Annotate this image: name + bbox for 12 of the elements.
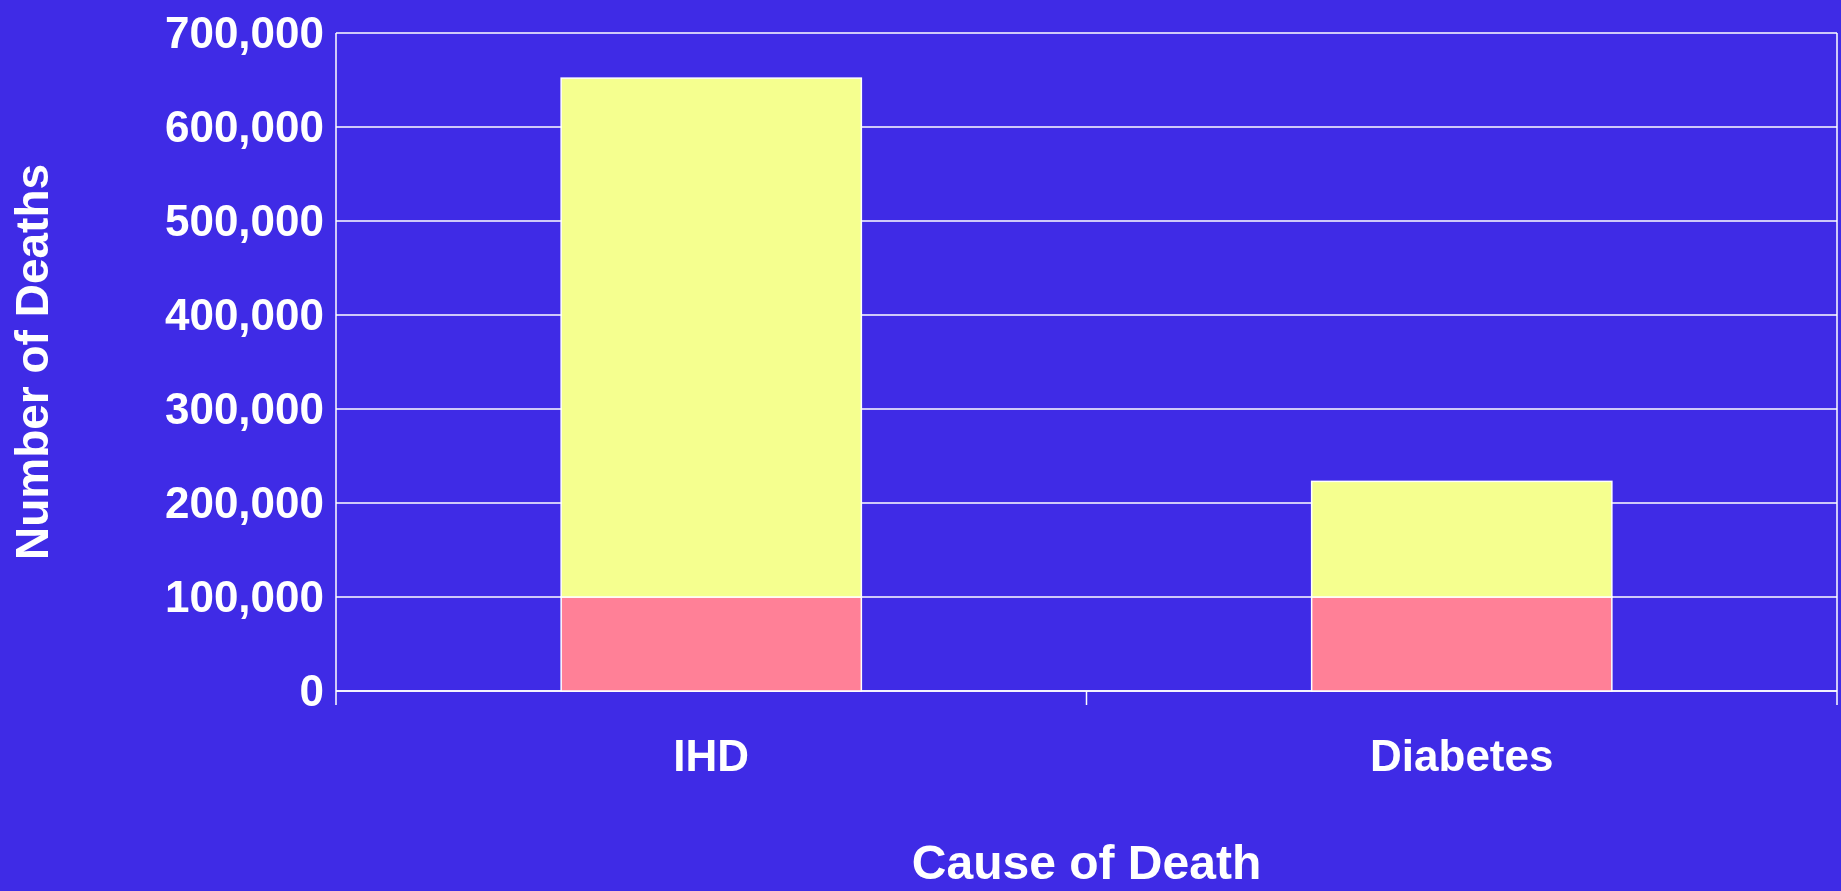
y-axis-title: Number of Deaths <box>6 163 58 561</box>
x-axis-title: Cause of Death <box>911 836 1262 889</box>
y-tick-label: 300,000 <box>164 384 324 434</box>
y-tick-label: 200,000 <box>164 478 324 528</box>
y-tick-label: 500,000 <box>164 196 324 246</box>
y-tick-label: 700,000 <box>164 8 324 58</box>
y-tick-label: 600,000 <box>164 102 324 152</box>
y-tick-label: 0 <box>299 666 324 716</box>
y-tick-label: 400,000 <box>164 290 324 340</box>
x-tick-label: Diabetes <box>1370 731 1554 780</box>
x-tick-label: IHD <box>673 731 750 780</box>
y-tick-label: 100,000 <box>164 572 324 622</box>
